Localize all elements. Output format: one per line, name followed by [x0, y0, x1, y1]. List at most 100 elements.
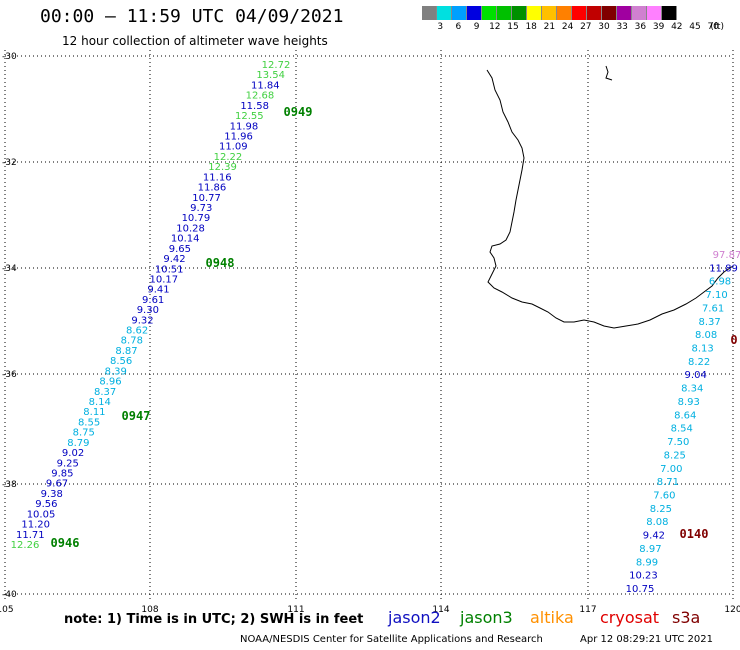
wave-height-value: 11.96	[224, 131, 253, 142]
legend-label: 18	[525, 22, 537, 32]
pass-time-label: 0947	[122, 409, 151, 423]
wave-height-value: 12.55	[235, 111, 264, 122]
legend-label: (ft)	[710, 22, 724, 32]
wave-height-value: 8.08	[695, 330, 717, 341]
lat-label: -32	[2, 158, 17, 168]
wave-height-value: 8.54	[671, 424, 693, 435]
legend-label: 6	[455, 22, 462, 32]
legend-swatch	[662, 6, 677, 20]
lat-label: -38	[2, 480, 17, 490]
lon-label: 108	[141, 605, 158, 615]
wave-height-value: 10.23	[629, 571, 658, 582]
legend-label: 12	[489, 22, 501, 32]
wave-height-value: 8.71	[657, 477, 679, 488]
lat-label: -30	[2, 52, 17, 62]
footnote: note: 1) Time is in UTC; 2) SWH is in fe…	[64, 612, 364, 627]
wave-height-value: 8.56	[110, 356, 132, 367]
wave-height-value: 10.51	[155, 264, 184, 275]
wave-height-value: 11.09	[219, 142, 248, 153]
wave-height-value: 7.00	[660, 464, 682, 475]
wave-height-value: 9.65	[169, 244, 191, 255]
wave-height-value: 8.55	[78, 417, 100, 428]
legend-swatch	[482, 6, 497, 20]
legend-label: 15	[507, 22, 519, 32]
legend-swatch	[527, 6, 542, 20]
wave-height-value: 10.77	[192, 193, 221, 204]
pass-time-label: 0946	[51, 536, 80, 550]
pass-time-label: 0140	[680, 527, 709, 541]
wave-height-value: 9.32	[131, 315, 153, 326]
wave-height-value: 10.17	[150, 274, 179, 285]
wave-height-value: 8.25	[664, 450, 686, 461]
legend-swatch	[422, 6, 437, 20]
wave-height-value: 9.38	[41, 489, 63, 500]
wave-height-value: 8.78	[121, 336, 143, 347]
wave-height-value: 12.72	[262, 60, 291, 71]
lon-label: 117	[579, 605, 596, 615]
pass-time-label: 0	[730, 333, 737, 347]
legend-swatch	[572, 6, 587, 20]
wave-height-value: 8.99	[636, 557, 658, 568]
satellite-label: jason3	[460, 608, 513, 627]
wave-height-value: 11.98	[230, 121, 259, 132]
pass-time-label: 0949	[284, 105, 313, 119]
wave-height-value: 11.86	[198, 183, 227, 194]
satellite-label: altika	[530, 608, 574, 627]
legend-swatch	[497, 6, 512, 20]
wave-height-value: 11.71	[16, 530, 45, 541]
wave-height-value: 8.96	[99, 377, 121, 388]
wave-height-value: 8.97	[639, 544, 661, 555]
legend-label: 9	[473, 22, 480, 32]
wave-height-value: 7.10	[705, 290, 727, 301]
wave-height-value: 12.68	[246, 91, 275, 102]
east-pass-track: 97.87 11.89 6.98 7.10 7.61 8.37 8.08 8.13 8.22 9.…	[626, 250, 740, 595]
wave-height-value: 10.14	[171, 234, 200, 245]
wave-height-value: 8.79	[67, 438, 89, 449]
lon-label: 105	[0, 605, 14, 615]
australia-coastline	[486, 69, 734, 329]
legend-label: 30	[598, 22, 610, 32]
lon-label: 111	[287, 605, 304, 615]
lat-label: -34	[2, 264, 17, 274]
wave-height-value: 12.39	[208, 162, 237, 173]
wave-height-value: 13.54	[256, 70, 285, 81]
wave-height-value: 9.67	[46, 479, 68, 490]
wave-height-value: 11.84	[251, 80, 280, 91]
generated-timestamp: Apr 12 08:29:21 UTC 2021	[580, 634, 713, 645]
wave-height-value: 8.62	[126, 326, 148, 337]
legend-swatch	[617, 6, 632, 20]
legend-label: 70	[707, 22, 719, 32]
wave-height-value: 7.61	[702, 303, 724, 314]
wave-height-value: 8.93	[678, 397, 700, 408]
legend-swatch	[452, 6, 467, 20]
pass-time-label: 0948	[206, 256, 235, 270]
legend-label: 42	[671, 22, 683, 32]
legend-swatch	[647, 6, 662, 20]
legend-swatch	[512, 6, 527, 20]
satellite-label: cryosat	[600, 608, 660, 627]
legend-label: 24	[561, 22, 574, 32]
wave-height-value: 8.25	[650, 504, 672, 515]
lat-label: -40	[2, 590, 17, 600]
wave-height-value: 9.41	[147, 285, 169, 296]
wave-height-value: 8.08	[646, 517, 668, 528]
satellite-label: jason2	[388, 608, 441, 627]
legend-swatch	[587, 6, 602, 20]
legend-label: 3	[437, 22, 444, 32]
wave-height-value: 10.28	[176, 223, 205, 234]
wave-height-value: 11.16	[203, 172, 232, 183]
wave-height-value: 9.30	[137, 305, 159, 316]
legend-label: 33	[616, 22, 628, 32]
legend-label: 45	[689, 22, 701, 32]
wave-height-value: 10.05	[27, 509, 56, 520]
wave-height-value: 8.37	[94, 387, 116, 398]
west-pass-track: 12.7213.5411.8412.6811.5812.5511.9811.96…	[11, 60, 313, 551]
wave-height-value: 8.11	[83, 407, 105, 418]
legend-labels: 3 6 9 12 15 18 21 24 27 30 33 36 39 42 45 70 (ft)	[422, 22, 732, 34]
credit-line: NOAA/NESDIS Center for Satellite Applica…	[240, 634, 543, 645]
wave-height-value: 10.79	[182, 213, 211, 224]
wave-height-value: 9.02	[62, 448, 84, 459]
wave-height-value: 8.22	[688, 357, 710, 368]
wave-height-value: 9.85	[51, 469, 73, 480]
